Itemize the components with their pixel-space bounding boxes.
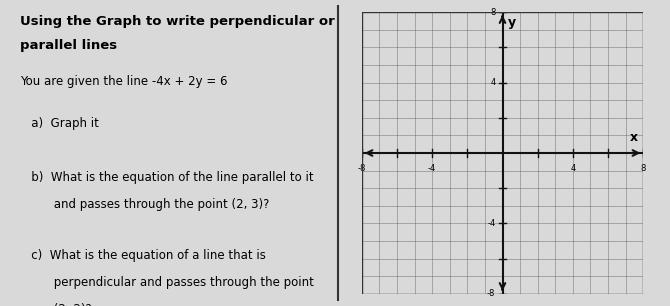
Text: Using the Graph to write perpendicular or: Using the Graph to write perpendicular o…: [20, 15, 335, 28]
Text: 8: 8: [641, 163, 646, 173]
Text: b)  What is the equation of the line parallel to it: b) What is the equation of the line para…: [20, 171, 314, 184]
Text: 4: 4: [490, 78, 495, 87]
Text: perpendicular and passes through the point: perpendicular and passes through the poi…: [20, 276, 314, 289]
Text: 8: 8: [490, 8, 495, 17]
Text: (2, 2)?: (2, 2)?: [20, 303, 92, 306]
Text: -4: -4: [428, 163, 436, 173]
Text: c)  What is the equation of a line that is: c) What is the equation of a line that i…: [20, 249, 266, 262]
Text: You are given the line -4x + 2y = 6: You are given the line -4x + 2y = 6: [20, 75, 228, 88]
Text: -4: -4: [487, 219, 495, 228]
Text: -8: -8: [487, 289, 495, 298]
Text: parallel lines: parallel lines: [20, 39, 117, 52]
Text: 4: 4: [570, 163, 576, 173]
Text: a)  Graph it: a) Graph it: [20, 117, 99, 130]
Text: -8: -8: [358, 163, 366, 173]
Text: and passes through the point (2, 3)?: and passes through the point (2, 3)?: [20, 198, 269, 211]
Text: x: x: [630, 131, 638, 144]
Text: y: y: [508, 16, 516, 29]
